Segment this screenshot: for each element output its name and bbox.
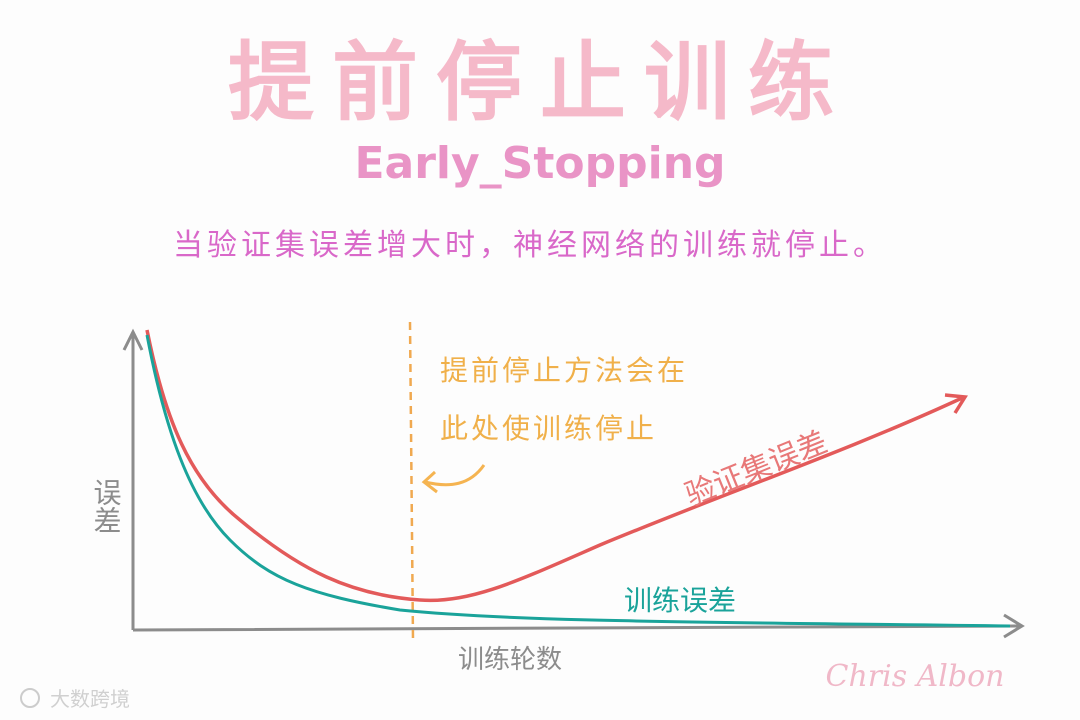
training-curve <box>145 334 1011 628</box>
annotation-arrow <box>421 464 486 494</box>
subtitle: Early_Stopping <box>354 138 725 189</box>
watermark-icon <box>20 688 40 708</box>
signature: Chris Albon <box>826 659 1005 694</box>
description: 当验证集误差增大时，神经网络的训练就停止。 <box>173 228 887 263</box>
x-label: 训练轮数 <box>458 645 562 675</box>
title: 提前停止训练 <box>228 33 852 133</box>
stop-line <box>408 321 415 641</box>
y-label: 误差 <box>90 478 123 534</box>
y-axis <box>122 328 144 630</box>
training-label: 训练误差 <box>624 584 736 617</box>
x-axis <box>132 613 1025 639</box>
annotation-line: 提前停止方法会在 <box>440 354 688 387</box>
annotation-line: 此处使训练停止 <box>440 412 657 445</box>
watermark: 大数跨境 <box>50 687 130 711</box>
validation-curve <box>145 329 968 603</box>
